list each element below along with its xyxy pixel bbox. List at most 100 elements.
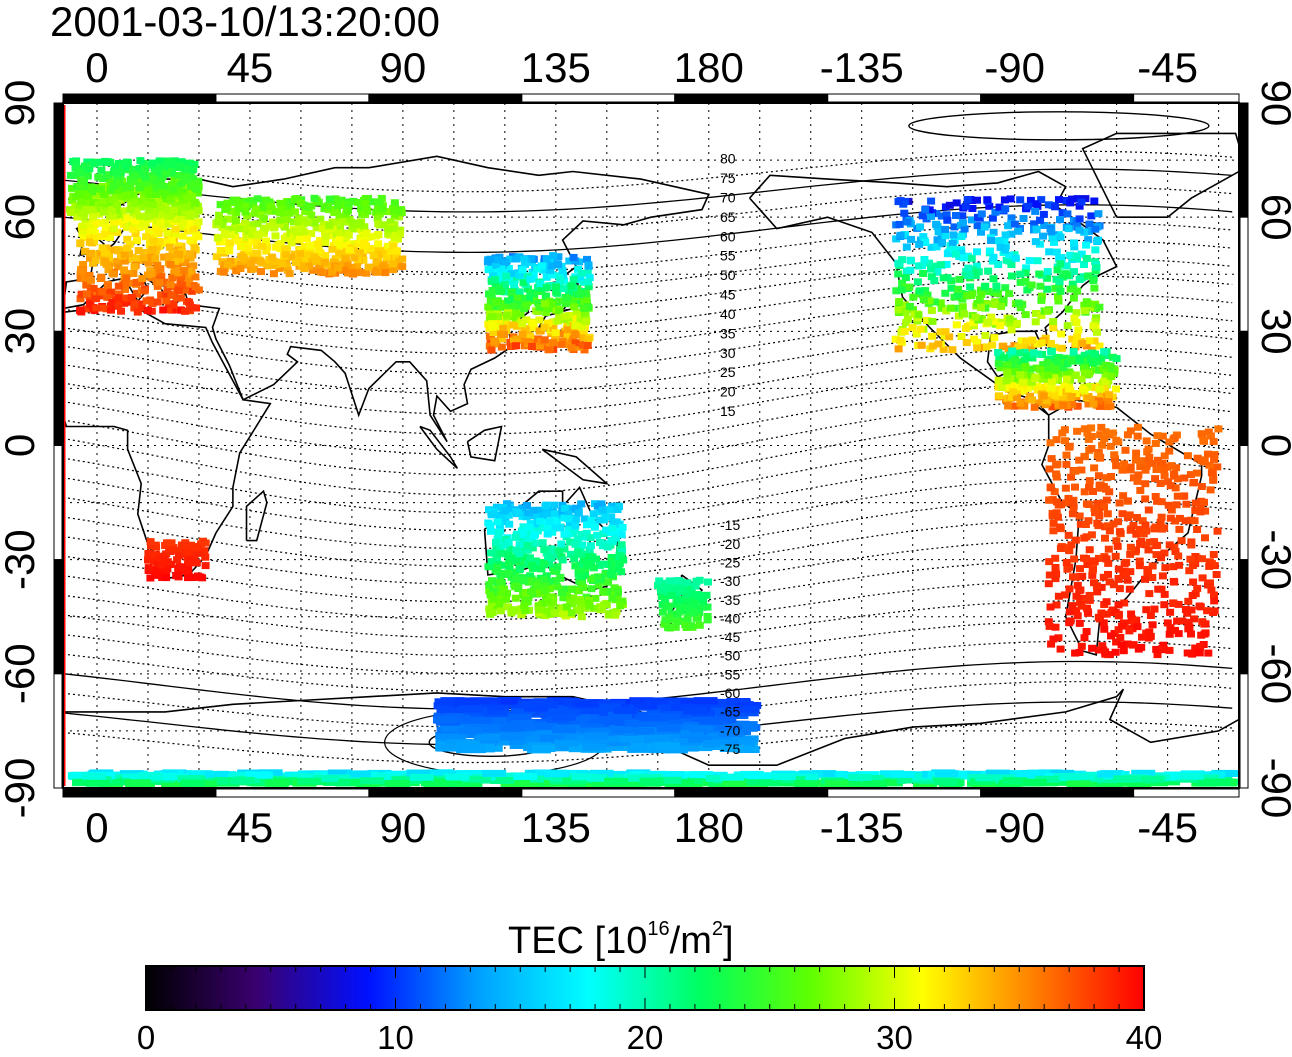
tec-cell <box>940 332 949 340</box>
tec-cell <box>188 304 197 312</box>
tec-cell <box>960 225 969 233</box>
tec-cell <box>1094 358 1103 366</box>
tec-cell <box>699 603 708 611</box>
tec-cell <box>502 595 510 603</box>
magnetic-contour <box>63 580 1233 639</box>
tec-cell <box>937 304 946 312</box>
tec-cell <box>168 274 177 282</box>
tec-cell <box>1057 501 1066 509</box>
tec-cell <box>524 295 533 302</box>
tec-cell <box>1031 310 1040 317</box>
tec-cell <box>467 775 492 783</box>
tec-cell <box>1209 438 1218 446</box>
tec-cell <box>237 260 245 268</box>
tec-cell <box>1088 571 1097 579</box>
tec-cell <box>1142 527 1151 535</box>
tec-cell <box>1085 483 1094 491</box>
tec-cell <box>1213 463 1222 471</box>
tec-cell <box>102 158 111 166</box>
tec-cell <box>975 296 984 303</box>
tec-cell <box>1037 196 1046 204</box>
tec-cell <box>1200 630 1209 638</box>
tec-cell <box>1165 541 1174 549</box>
tec-cell <box>354 225 363 233</box>
tec-cell <box>1148 562 1157 570</box>
tec-cell <box>344 231 353 239</box>
tec-cell <box>515 253 524 261</box>
tec-cell <box>546 267 555 274</box>
tec-cell <box>510 720 535 728</box>
tec-cell <box>535 327 544 335</box>
tec-cell <box>1083 604 1091 612</box>
tec-cell <box>604 777 629 785</box>
tec-cell <box>1069 503 1078 511</box>
tec-cell <box>299 216 308 224</box>
tec-cell <box>552 283 560 291</box>
tec-cell <box>497 343 506 351</box>
tec-cell <box>936 328 945 336</box>
tec-cell <box>1054 353 1063 361</box>
tec-cell <box>379 246 388 254</box>
tec-cell <box>556 574 565 582</box>
tec-cell <box>488 577 496 585</box>
tec-cell <box>898 256 907 264</box>
tec-cell <box>515 550 524 558</box>
tec-cell <box>176 223 185 231</box>
tec-cell <box>277 206 286 213</box>
tec-cell <box>143 306 152 314</box>
tec-cell <box>1191 553 1200 560</box>
tec-cell <box>602 526 611 534</box>
tec-cell <box>211 777 236 785</box>
tec-cell <box>663 731 688 739</box>
tec-cell <box>1111 552 1120 560</box>
tec-cell <box>231 217 240 225</box>
tec-cell <box>269 261 278 269</box>
tec-cell <box>353 198 362 206</box>
tec-cell <box>932 243 941 251</box>
tec-cell <box>434 698 459 706</box>
tec-cell <box>171 225 180 233</box>
tec-cell <box>476 733 501 741</box>
tec-cell <box>518 504 527 512</box>
tec-cell <box>683 615 692 622</box>
tec-cell <box>1189 479 1198 487</box>
tec-cell <box>68 184 76 192</box>
tec-cell <box>552 726 577 734</box>
tec-cell <box>613 706 638 714</box>
tec-cell <box>114 263 123 271</box>
tec-cell <box>507 713 532 721</box>
tec-cell <box>486 333 495 341</box>
tec-cell <box>949 231 958 239</box>
tec-cell <box>141 165 149 173</box>
tec-cell <box>223 260 232 268</box>
tec-cell <box>283 204 291 212</box>
tec-cell <box>980 223 989 231</box>
tec-cell <box>350 240 359 248</box>
tec-cell <box>173 556 182 564</box>
tec-cell <box>551 713 576 721</box>
tec-cell <box>485 581 494 589</box>
tec-cell <box>92 295 101 303</box>
tec-cell <box>690 609 698 617</box>
tec-cell <box>941 225 950 233</box>
tec-cell <box>1090 337 1099 345</box>
tec-cell <box>641 719 666 727</box>
tec-cell <box>1002 256 1011 264</box>
tec-cell <box>109 270 118 278</box>
tec-cell <box>557 588 566 596</box>
tec-cell <box>1010 251 1019 259</box>
tec-cell <box>543 523 552 531</box>
tec-cell <box>366 233 375 241</box>
tec-cell <box>1006 351 1015 359</box>
tec-cell <box>93 233 101 240</box>
tec-cell <box>388 260 397 268</box>
tec-cell <box>1039 232 1047 240</box>
tec-cell <box>1052 570 1061 578</box>
tec-cell <box>1141 575 1149 583</box>
tec-cell <box>215 238 224 246</box>
tec-cell <box>1070 555 1079 563</box>
tec-cell <box>1191 644 1200 652</box>
tec-cell <box>1184 618 1193 626</box>
tec-cell <box>1034 350 1043 358</box>
tec-cell <box>1196 642 1205 650</box>
